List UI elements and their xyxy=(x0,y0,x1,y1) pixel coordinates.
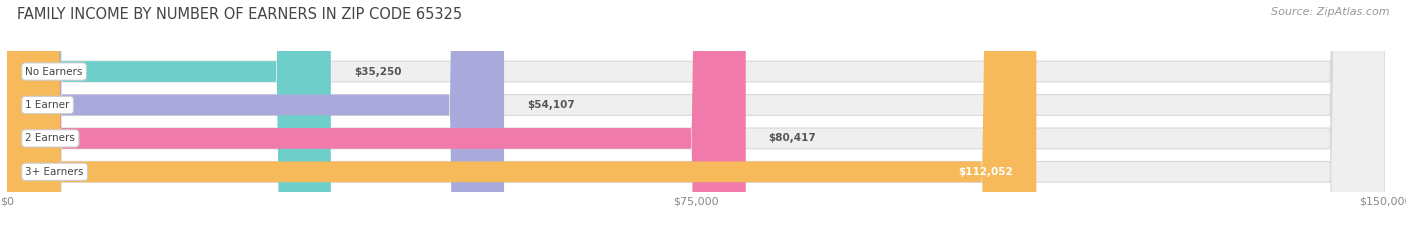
FancyBboxPatch shape xyxy=(7,0,745,234)
FancyBboxPatch shape xyxy=(7,0,1385,234)
Text: $80,417: $80,417 xyxy=(769,133,817,143)
Text: Source: ZipAtlas.com: Source: ZipAtlas.com xyxy=(1271,7,1389,17)
Text: 2 Earners: 2 Earners xyxy=(25,133,76,143)
Text: 3+ Earners: 3+ Earners xyxy=(25,167,84,177)
Text: FAMILY INCOME BY NUMBER OF EARNERS IN ZIP CODE 65325: FAMILY INCOME BY NUMBER OF EARNERS IN ZI… xyxy=(17,7,463,22)
FancyBboxPatch shape xyxy=(7,0,1385,234)
FancyBboxPatch shape xyxy=(7,0,503,234)
FancyBboxPatch shape xyxy=(7,0,1036,234)
Text: $35,250: $35,250 xyxy=(354,66,401,77)
Text: No Earners: No Earners xyxy=(25,66,83,77)
FancyBboxPatch shape xyxy=(7,0,1385,234)
Text: 1 Earner: 1 Earner xyxy=(25,100,70,110)
FancyBboxPatch shape xyxy=(7,0,1385,234)
FancyBboxPatch shape xyxy=(7,0,330,234)
Text: $54,107: $54,107 xyxy=(527,100,575,110)
Text: $112,052: $112,052 xyxy=(959,167,1014,177)
